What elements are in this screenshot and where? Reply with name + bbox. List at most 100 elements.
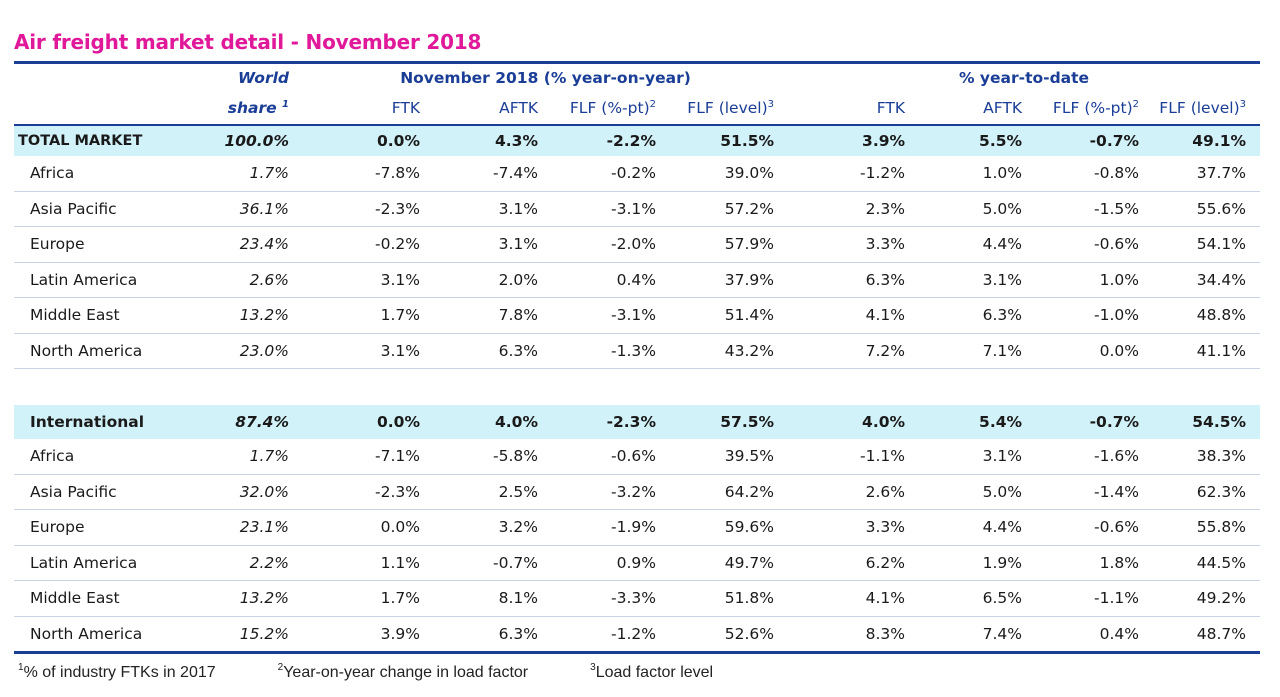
value-cell: 6.2% [788, 544, 920, 581]
value-cell: 3.3% [788, 509, 920, 545]
spacer-row [14, 368, 1261, 405]
value-cell: 48.8% [1153, 297, 1261, 333]
table-row: North America 23.0% 3.1% 6.3% -1.3% 43.2% 7.2%… [14, 332, 1261, 369]
value-cell: -0.6% [611, 447, 656, 466]
value-cell: 2.3% [788, 190, 920, 227]
table-row: Europe 23.1% 0.0% 3.2% -1.9% 59.6% 3.3% 4.4% -0.… [14, 509, 1261, 545]
value-cell: 3.1% [919, 261, 1037, 298]
value-cell: -0.8% [1094, 164, 1140, 183]
value-cell: 4.0% [788, 405, 920, 439]
footnote-2: 2Year-on-year change in load factor [277, 662, 529, 681]
value-cell: 2.5% [434, 473, 552, 510]
value-cell: 1.7% [303, 297, 434, 333]
value-cell: 4.4% [919, 226, 1037, 262]
value-cell: 7.4% [919, 615, 1037, 651]
value-cell: -0.6% [1036, 226, 1154, 262]
row-label: International [14, 405, 214, 439]
value-cell: 3.1% [303, 332, 434, 369]
table-row: Europe 23.4% -0.2% 3.1% -2.0% 57.9% 3.3% 4.4% -0… [14, 226, 1261, 262]
header-row-columns: share 1 FTK AFTK FLF (%-pt)2 FLF (level)3 FT… [14, 92, 1260, 125]
market-table-frame: World November 2018 (% year-on-year) % y… [14, 61, 1261, 654]
value-cell: 2.6% [788, 473, 920, 510]
value-cell: -1.1% [860, 447, 906, 466]
row-label: North America [14, 615, 214, 651]
world-share-cell: 13.2% [214, 580, 303, 616]
value-cell: -5.8% [493, 447, 538, 466]
world-share-cell: 2.6% [214, 261, 303, 298]
value-cell: -1.2% [860, 164, 906, 183]
value-cell: 0.9% [552, 544, 670, 581]
value-cell: 48.7% [1153, 615, 1261, 651]
value-cell: -1.3% [552, 332, 670, 369]
value-cell: -2.0% [552, 226, 670, 262]
column-header-3: FLF (level)3 [687, 99, 775, 117]
world-share-cell: 13.2% [214, 297, 303, 333]
table-row: Latin America 2.6% 3.1% 2.0% 0.4% 37.9% 6.3% 3.… [14, 261, 1261, 298]
value-cell: -2.3% [303, 473, 434, 510]
value-cell: 3.1% [434, 226, 552, 262]
value-cell: -7.4% [493, 164, 538, 183]
column-header-4: FTK [876, 99, 906, 117]
world-share-cell: 23.4% [214, 226, 303, 262]
table-top-rule [14, 61, 1260, 64]
row-label: Middle East [14, 297, 214, 333]
value-cell: 51.5% [670, 124, 789, 156]
market-table: World November 2018 (% year-on-year) % y… [14, 64, 1261, 651]
value-cell: 1.0% [982, 164, 1023, 183]
page-title: Air freight market detail - November 201… [14, 30, 482, 54]
value-cell: -0.7% [1036, 124, 1154, 156]
value-cell: 8.3% [788, 615, 920, 651]
value-cell: 7.1% [919, 332, 1037, 369]
value-cell: -0.2% [303, 226, 434, 262]
value-cell: 5.5% [919, 124, 1037, 156]
value-cell: 1.9% [919, 544, 1037, 581]
value-cell: -1.2% [552, 615, 670, 651]
value-cell: -3.2% [552, 473, 670, 510]
table-row: Asia Pacific 32.0% -2.3% 2.5% -3.2% 64.2% 2.6%… [14, 473, 1261, 510]
value-cell: 39.5% [724, 447, 775, 466]
value-cell: 59.6% [670, 509, 789, 545]
column-header-7: FLF (level)3 [1159, 99, 1247, 117]
world-share-cell: 1.7% [249, 164, 289, 183]
value-cell: 37.7% [1196, 164, 1247, 183]
row-label: Latin America [14, 544, 214, 581]
value-cell: 0.4% [552, 261, 670, 298]
column-header-5: AFTK [983, 99, 1023, 117]
world-share-cell: 15.2% [214, 615, 303, 651]
value-cell: -1.9% [552, 509, 670, 545]
table-row: Africa 1.7% -7.1% -5.8% -0.6% 39.5% -1.1% 3.1% -… [14, 439, 1260, 474]
value-cell: 38.3% [1196, 447, 1247, 466]
value-cell: 62.3% [1153, 473, 1261, 510]
value-cell: 51.4% [670, 297, 789, 333]
value-cell: 1.1% [303, 544, 434, 581]
value-cell: 57.2% [670, 190, 789, 227]
value-cell: 3.2% [434, 509, 552, 545]
value-cell: 52.6% [670, 615, 789, 651]
world-share-cell: 23.0% [214, 332, 303, 369]
value-cell: 0.0% [303, 509, 434, 545]
total-market-row: TOTAL MARKET 100.0% 0.0% 4.3% -2.2% 51.5% 3.9%… [14, 124, 1261, 156]
value-cell: 4.3% [434, 124, 552, 156]
value-cell: -1.4% [1036, 473, 1154, 510]
row-label: TOTAL MARKET [14, 124, 214, 156]
column-header-1: AFTK [499, 99, 538, 117]
value-cell: 4.4% [919, 509, 1037, 545]
value-cell: 3.1% [303, 261, 434, 298]
value-cell: 5.4% [919, 405, 1037, 439]
value-cell: 3.1% [434, 190, 552, 227]
value-cell: 6.3% [919, 297, 1037, 333]
value-cell: 4.1% [788, 580, 920, 616]
value-cell: 57.5% [670, 405, 789, 439]
value-cell: 6.5% [919, 580, 1037, 616]
row-label: North America [14, 332, 214, 369]
value-cell: 54.5% [1153, 405, 1261, 439]
value-cell: 5.0% [919, 190, 1037, 227]
value-cell: -1.5% [1036, 190, 1154, 227]
row-label: Middle East [14, 580, 214, 616]
value-cell: 0.0% [1036, 332, 1154, 369]
world-share-cell: 23.1% [214, 509, 303, 545]
share-header-line2: share 1 [227, 99, 289, 117]
value-cell: 55.6% [1153, 190, 1261, 227]
value-cell: -0.7% [434, 544, 552, 581]
value-cell: 6.3% [434, 332, 552, 369]
